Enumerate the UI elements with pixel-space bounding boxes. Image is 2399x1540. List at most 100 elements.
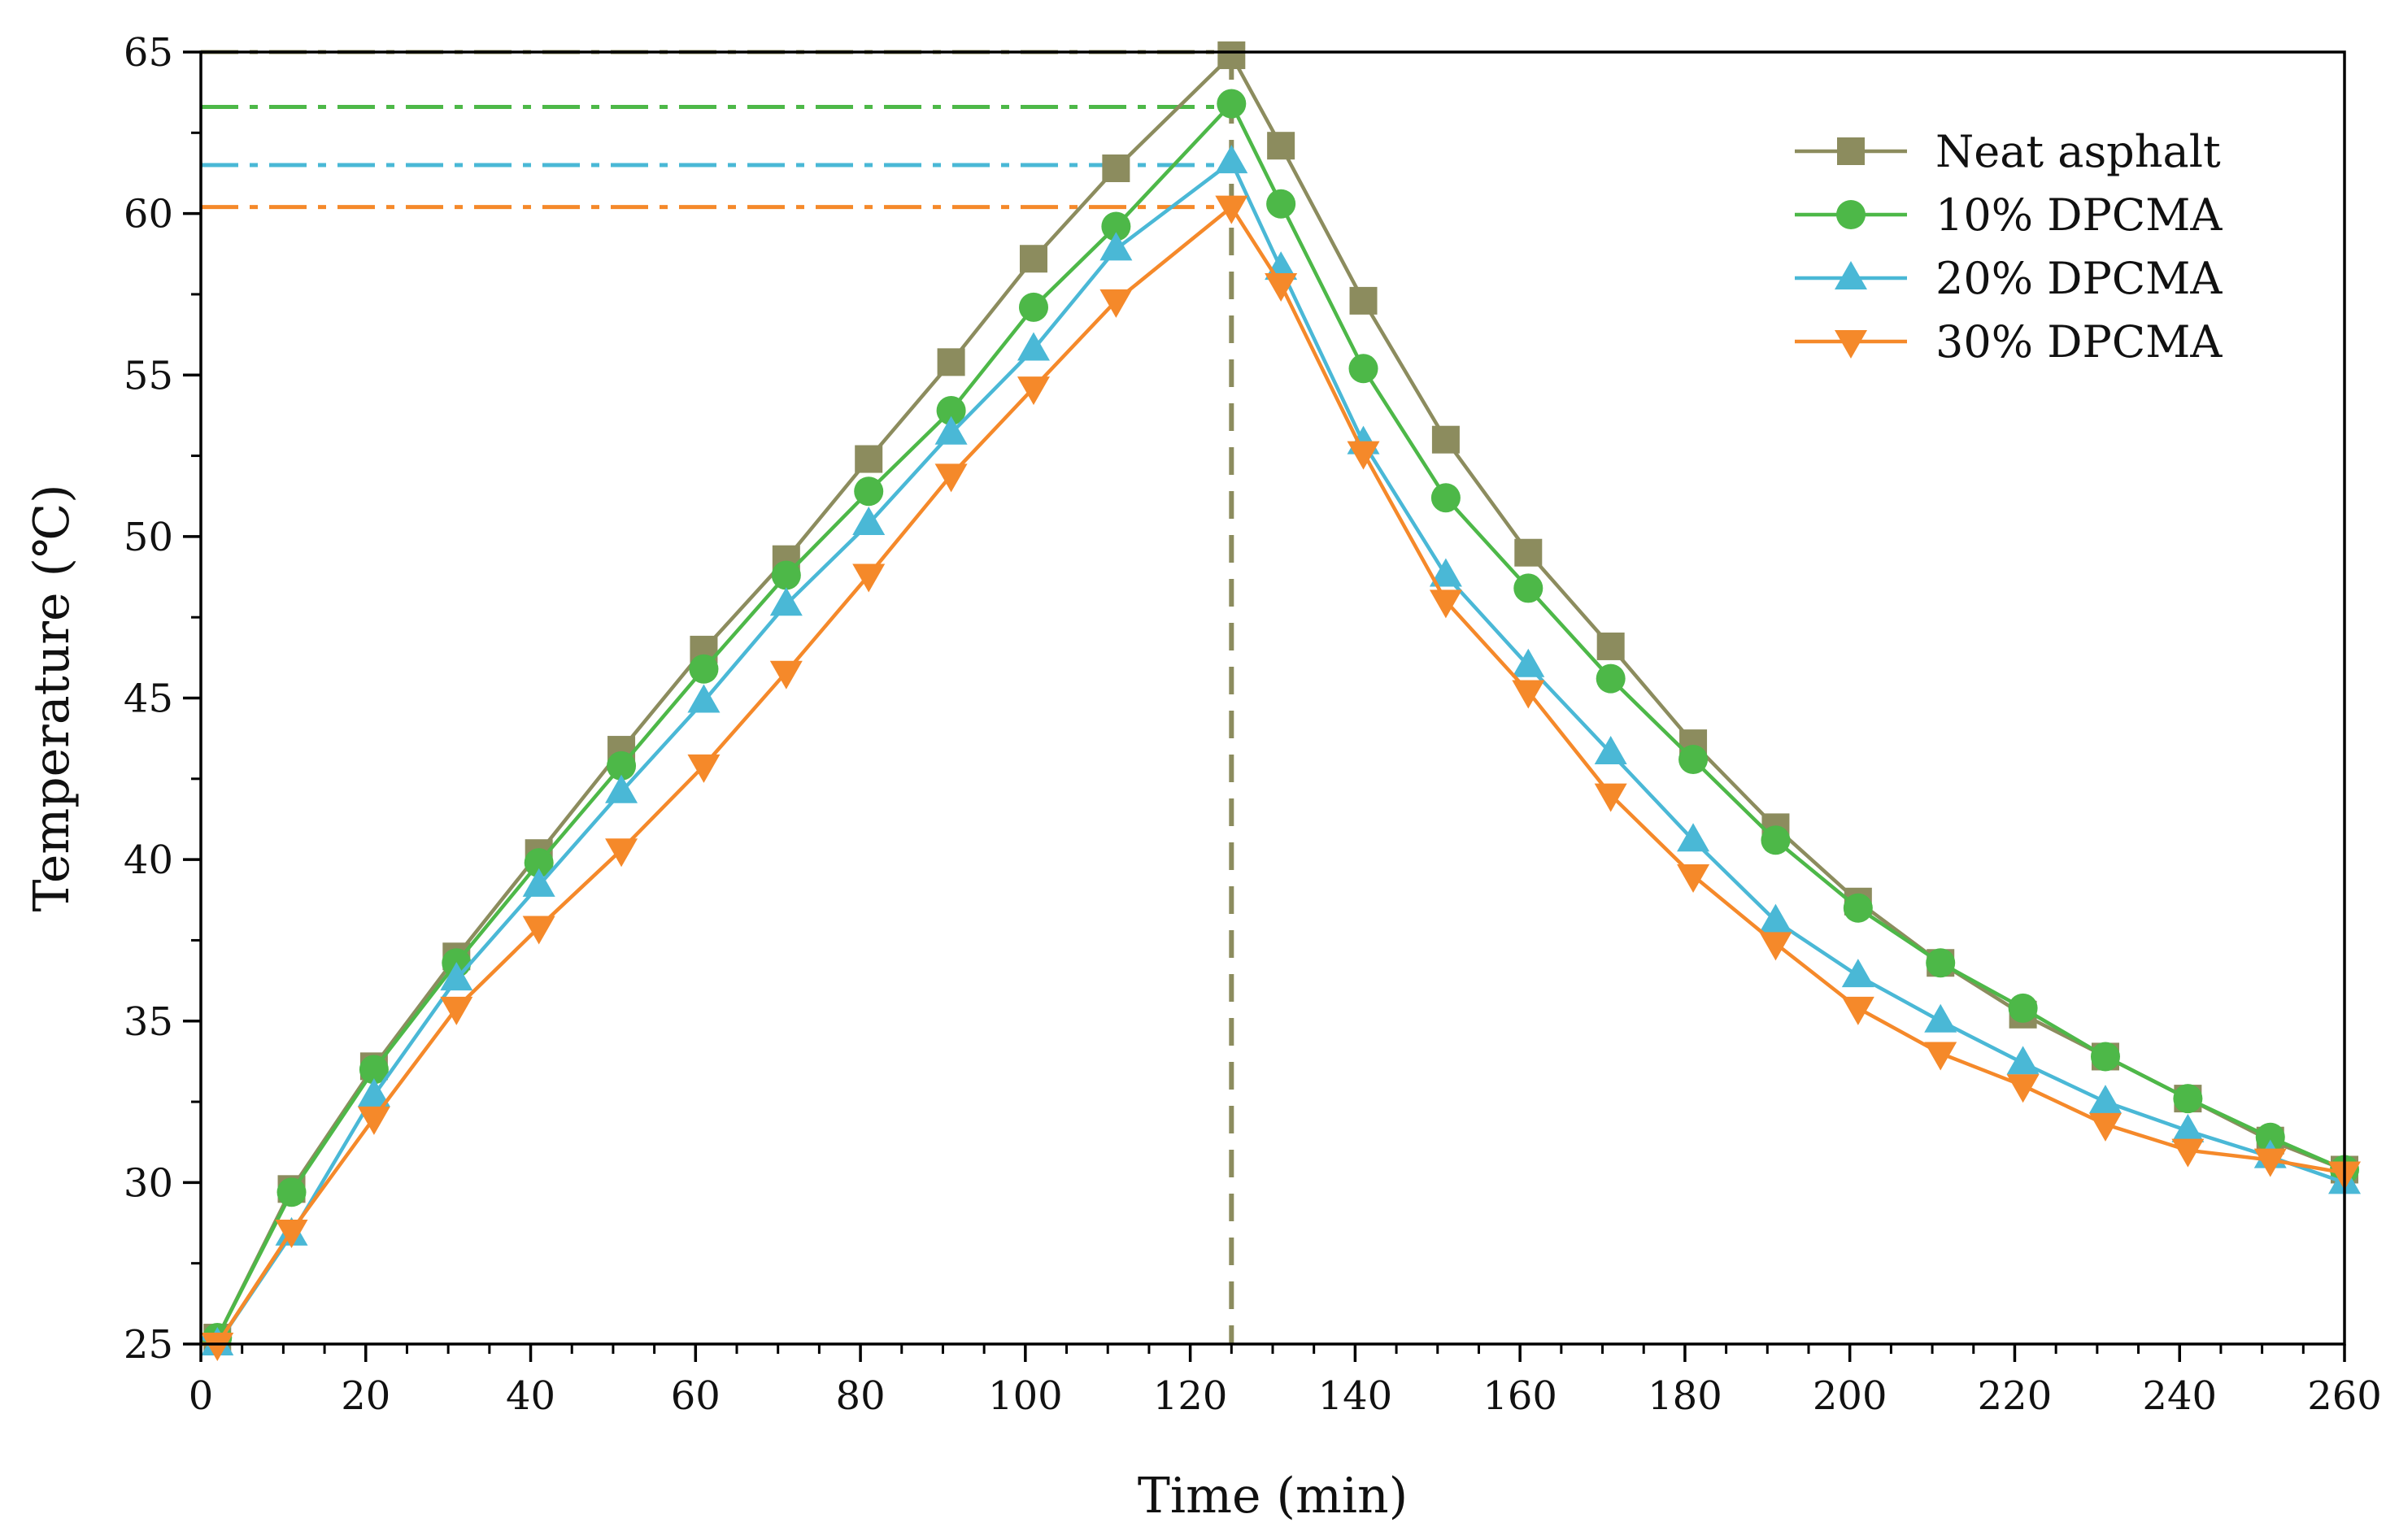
data-point [1429, 558, 1462, 587]
y-tick-label: 45 [124, 676, 173, 722]
data-point [1761, 825, 1791, 855]
data-point [1266, 189, 1296, 219]
legend: Neat asphalt 10% DPCMA 20% DPCMA 30% DPCMA [1795, 126, 2223, 368]
legend-marker [1835, 261, 1867, 289]
x-tick-label: 240 [2142, 1373, 2217, 1419]
data-point [1677, 823, 1710, 852]
x-tick-label: 260 [2307, 1373, 2382, 1419]
data-point [1596, 663, 1626, 694]
data-point [357, 1078, 390, 1107]
series-30-dpcma [201, 195, 2361, 1361]
reference-lines [201, 50, 1234, 1344]
data-point [1594, 783, 1627, 812]
x-axis-title: Time (min) [1138, 1468, 1408, 1525]
data-point [2171, 1113, 2205, 1142]
series-group [200, 41, 2361, 1361]
data-point [852, 506, 886, 535]
data-point [1594, 736, 1627, 765]
x-tick-label: 140 [1318, 1373, 1393, 1419]
data-point [1101, 211, 1131, 241]
data-point [607, 750, 637, 781]
data-point [1429, 589, 1462, 619]
plot-frame [199, 50, 2346, 1346]
data-point [1217, 41, 1246, 69]
legend-label: 30% DPCMA [1935, 316, 2223, 368]
data-point [1215, 145, 1248, 174]
data-point [855, 445, 883, 473]
y-tick-label: 35 [124, 999, 173, 1045]
legend-marker [1835, 330, 1867, 359]
data-point [1843, 893, 1873, 923]
x-tick-label: 40 [506, 1373, 555, 1419]
legend-marker [1837, 137, 1865, 165]
x-tick-label: 160 [1483, 1373, 1557, 1419]
data-point [1215, 195, 1248, 224]
data-point [1841, 996, 1874, 1025]
data-point [852, 563, 886, 593]
data-point [522, 868, 555, 897]
data-point [2171, 1138, 2205, 1168]
data-point [1019, 245, 1047, 273]
data-point [605, 838, 638, 868]
data-point [854, 476, 884, 507]
data-point [1759, 932, 1792, 961]
data-point [1018, 292, 1048, 322]
x-tick-label: 80 [836, 1373, 886, 1419]
data-point [2088, 1085, 2122, 1114]
y-tick-label: 65 [124, 30, 173, 76]
y-tick-label: 30 [124, 1160, 173, 1206]
data-point [359, 1055, 389, 1085]
y-tick-label: 40 [124, 837, 173, 883]
y-tick-label: 55 [124, 353, 173, 398]
legend-marker [1836, 200, 1866, 229]
data-point [2006, 1046, 2040, 1075]
x-tick-label: 120 [1153, 1373, 1228, 1419]
data-point [687, 684, 721, 713]
data-point [1430, 483, 1461, 513]
data-point [1217, 89, 1247, 119]
data-point [2090, 1042, 2120, 1072]
data-point [276, 1177, 307, 1207]
legend-label: 20% DPCMA [1935, 253, 2223, 304]
data-point [1017, 376, 1050, 406]
data-point [687, 754, 721, 783]
y-axis-title: Temperature (℃) [24, 484, 81, 911]
data-point [1349, 286, 1378, 315]
data-point [1759, 903, 1792, 933]
data-point [1512, 648, 1545, 677]
x-tick-label: 0 [189, 1373, 214, 1419]
data-point [769, 660, 803, 690]
y-tick-label: 50 [124, 515, 173, 560]
data-point [1102, 154, 1130, 183]
data-point [2255, 1122, 2285, 1152]
data-point [1514, 538, 1543, 567]
data-point [275, 1219, 308, 1248]
data-point [937, 348, 965, 376]
data-point [934, 415, 968, 445]
data-point [934, 463, 968, 493]
data-point [1017, 332, 1050, 361]
legend-label: Neat asphalt [1935, 126, 2221, 177]
x-tick-label: 60 [671, 1373, 721, 1419]
data-point [1924, 1042, 1957, 1071]
y-tick-label: 25 [124, 1322, 173, 1368]
data-point [522, 916, 555, 945]
data-point [201, 1333, 234, 1361]
legend-label: 10% DPCMA [1935, 189, 2223, 241]
data-point [2008, 993, 2038, 1023]
data-point [1677, 864, 1710, 893]
data-point [769, 587, 803, 616]
x-tick-label: 220 [1978, 1373, 2053, 1419]
data-point [689, 654, 719, 684]
y-tick-label: 60 [124, 192, 173, 237]
data-point [440, 962, 473, 991]
data-point [2253, 1148, 2287, 1177]
tick-labels: 0 20 40 60 80 100 120 140 160 180 200 220 240 260 25 30… [124, 30, 2382, 1419]
series-20-dpcma [200, 145, 2361, 1355]
data-point [1099, 289, 1133, 318]
data-point [1348, 354, 1378, 384]
data-point [1513, 573, 1543, 603]
data-point [2173, 1084, 2203, 1114]
series-line [201, 205, 2345, 1346]
